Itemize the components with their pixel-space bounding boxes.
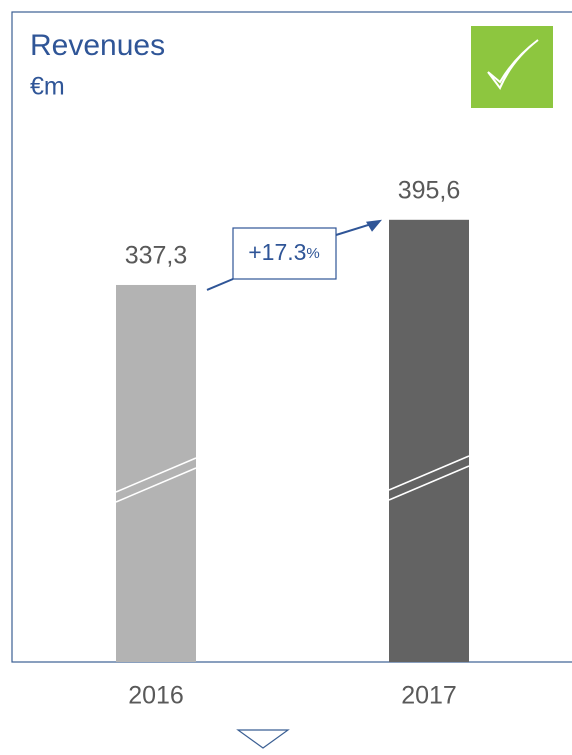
- chart-title: Revenues: [30, 29, 165, 62]
- axis-break: [115, 457, 197, 493]
- growth-label-part: %: [306, 245, 319, 262]
- axis-break: [388, 455, 470, 491]
- check-mark: [487, 39, 539, 90]
- x-tick-label: 2016: [128, 682, 184, 710]
- value-label: 337,3: [125, 242, 188, 270]
- axis-break: [388, 465, 470, 501]
- axis-break: [115, 467, 197, 503]
- check-icon: [471, 26, 553, 108]
- panel-frame: [11, 11, 572, 663]
- scroll-down-arrow[interactable]: [236, 729, 290, 749]
- value-label: 395,6: [398, 176, 461, 204]
- growth-label: +17.3%: [248, 239, 320, 265]
- growth-connector: [335, 222, 373, 236]
- growth-box: [232, 227, 337, 280]
- growth-label-part: +17.3: [248, 239, 306, 265]
- growth-arrowhead: [366, 219, 382, 232]
- x-tick-label: 2017: [401, 682, 457, 710]
- chart-subtitle: €m: [30, 73, 65, 101]
- growth-connector: [206, 278, 234, 291]
- bar: [389, 219, 469, 662]
